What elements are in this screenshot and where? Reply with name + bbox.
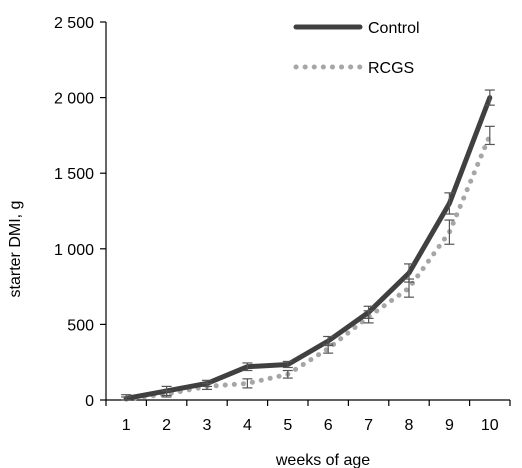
x-tick-label: 2 [162,417,171,434]
series-line-control [123,95,493,401]
x-tick-label: 6 [324,417,333,434]
x-tick-label: 3 [203,417,212,434]
error-bar-control [242,362,253,372]
error-bar-control [444,192,455,215]
error-bar-control [282,360,293,369]
x-tick-label: 7 [364,417,373,434]
legend: Control RCGS [293,20,420,77]
error-bar-rcgs [323,343,334,354]
y-tick-label: 2 000 [54,91,94,108]
error-bar-rcgs [363,310,374,324]
y-tick-label: 0 [85,393,94,410]
error-bar-rcgs [242,378,253,389]
x-tick-label: 9 [445,417,454,434]
y-tick-label: 500 [67,317,94,334]
error-bar-rcgs [121,396,132,401]
legend-label: Control [368,20,420,37]
x-tick-label: 1 [122,417,131,434]
x-tick-label: 5 [283,417,292,434]
x-tick-label: 4 [243,417,252,434]
legend-item-rcgs: RCGS [293,60,414,77]
error-bars [121,89,495,401]
series-layer [123,95,493,402]
x-axis: 1 2 3 4 5 6 7 8 9 10 [105,399,511,434]
y-axis: 0 500 1 000 1 500 2 000 2 500 [54,15,107,410]
error-bar-rcgs [282,369,293,379]
x-tick-label: 10 [481,417,499,434]
error-bar-control [484,89,495,106]
y-axis-title: starter DMI, g [7,201,24,298]
error-bar-rcgs [404,278,414,298]
series-line-rcgs [123,132,493,402]
x-tick-label: 8 [405,417,414,434]
y-tick-label: 2 500 [54,15,94,32]
error-bar-rcgs [202,382,212,391]
y-tick-label: 1 500 [54,166,94,183]
error-bar-rcgs [484,125,495,146]
legend-item-control: Control [293,20,420,37]
error-bar-rcgs [161,390,172,398]
legend-label: RCGS [368,60,414,77]
error-bar-rcgs [444,219,455,245]
x-axis-title: weeks of age [275,452,370,468]
y-tick-label: 1 000 [54,242,94,259]
